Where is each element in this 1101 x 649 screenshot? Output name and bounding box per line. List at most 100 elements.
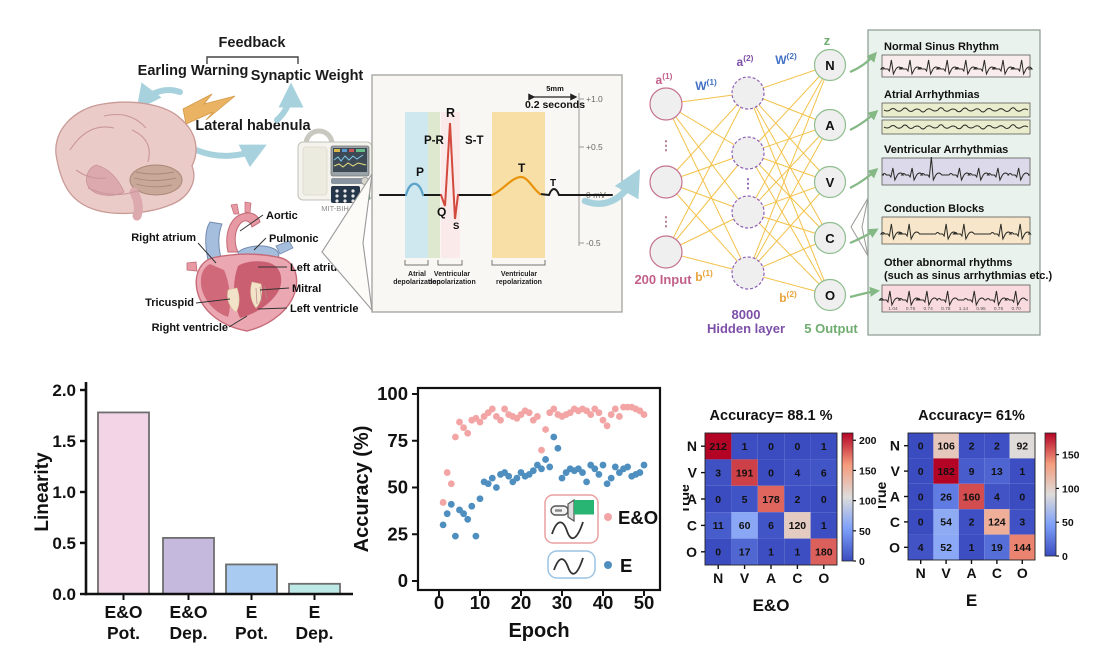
arrow-A-to-atrial — [849, 110, 879, 131]
nn-edge — [747, 64, 831, 274]
flashlight-beam — [574, 500, 594, 515]
scatter-point-E — [558, 474, 566, 482]
arrow-C-to-conduction — [849, 228, 879, 245]
heatmap-cell-value: 4 — [918, 542, 924, 554]
scatter-point-E&O — [550, 405, 558, 413]
ecg-label-s: S — [453, 221, 459, 232]
nn-edge — [747, 124, 831, 274]
heatmap-cell — [810, 538, 837, 565]
heatmap-cell-value: 17 — [739, 547, 751, 559]
hidden-layer-label: Hidden layer — [707, 321, 785, 336]
heatmap-cell-value: 9 — [969, 466, 975, 478]
class-title-normal: Normal Sinus Rhythm — [884, 41, 999, 53]
heatmap-cell — [757, 459, 785, 486]
feedback-arrow-left — [136, 82, 183, 111]
heatmap-cell — [1009, 458, 1035, 484]
heatmap-cell-value: 19 — [991, 542, 1003, 554]
nn-edge — [747, 152, 831, 239]
heatmap-cell-value: 0 — [768, 467, 774, 479]
nn-edge — [665, 103, 749, 213]
scatter-point-E — [636, 469, 644, 476]
heatmap-cell-value: 4 — [794, 467, 800, 479]
scatter-xtick-label: 30 — [552, 592, 573, 613]
heatmap-cell — [757, 433, 785, 460]
rr-interval-value: 0.74 — [924, 306, 934, 312]
bar-0 — [97, 411, 150, 595]
wave-icon-eo — [551, 521, 584, 540]
heatmap-cell-value: 11 — [713, 520, 724, 532]
heatmap-cell-value: 1 — [821, 441, 827, 453]
scatter-point-E — [640, 461, 648, 469]
scatter-point-E&O — [587, 411, 595, 418]
nn-edge — [747, 181, 831, 274]
heatmap-cell-value: 54 — [940, 517, 952, 529]
scatter-point-E&O — [447, 480, 455, 488]
confusion-matrix-e: Accuracy= 61% 0 106 2 2 92 0 182 9 13 1 0 26 160 4 0 0 54… — [873, 373, 1088, 643]
heatmap-xlabel: E — [966, 591, 977, 610]
heatmap-cell-value: 4 — [994, 491, 1000, 503]
heatmap-col-label: N — [916, 565, 926, 581]
heatmap-cell — [1009, 509, 1035, 535]
rr-interval-numbers: 1.04 0.76 0.74 0.78 1.14 0.95 0.76 0.70 — [888, 306, 1021, 312]
ecg-strip-trace — [883, 124, 1029, 130]
label-W2: W(2) — [775, 51, 797, 67]
scatter-point-E&O — [460, 424, 467, 432]
ecg-strip-trace — [878, 290, 1028, 307]
early-warning-label: Earling Warning — [138, 63, 249, 79]
heatmap-cell — [705, 538, 732, 565]
heatmap-cell — [1009, 433, 1035, 459]
colorbar-tick-label: 100 — [859, 496, 877, 508]
nn-edge — [665, 181, 749, 274]
heatmap-col-label: N — [713, 570, 723, 586]
device-handle — [303, 128, 335, 145]
heatmap-title: Accuracy= 61% — [918, 408, 1025, 424]
ecg-label-t: T — [518, 161, 526, 175]
output-node-C: C — [825, 231, 835, 246]
strip-ventricular — [881, 157, 1031, 186]
legend-label-eo: E&O — [618, 507, 658, 528]
heatmap-col-label: C — [992, 565, 1002, 581]
ecg-panel: +1.0 +0.5 0 mV -0.5 5mm 0.2 seconds P R … — [321, 74, 623, 313]
heatmap-row-label: O — [889, 539, 900, 555]
colorbar-tick-label: 50 — [1062, 517, 1074, 529]
ecg-scale-time: 0.2 seconds — [525, 99, 585, 111]
scatter-point-E — [607, 474, 615, 482]
heatmap-cell — [984, 433, 1010, 459]
heatmap-cell-value: 0 — [918, 491, 924, 503]
nn-edge — [665, 92, 749, 183]
cm-left-svg: Accuracy= 88.1 %212 1 0 0 13 191 0 4 60 5 178 2 011 6… — [676, 408, 877, 615]
scatter-point-E&O — [501, 405, 508, 413]
heatmap-cell — [731, 459, 758, 486]
heatmap-cell — [757, 512, 785, 539]
ecg-t-wave — [490, 175, 542, 197]
scatter-point-E&O — [538, 446, 545, 454]
bar-1 — [162, 536, 215, 595]
heatmap-cell-value: 124 — [988, 517, 1006, 529]
scatter-xtick-label: 50 — [634, 592, 655, 613]
ecg-ytick-1: +1.0 — [586, 94, 603, 104]
scatter-ytick-label: 50 — [387, 477, 408, 498]
heatmap-cell-value: 106 — [937, 441, 955, 453]
nn-edge — [747, 211, 831, 296]
bar-category-line1: E — [246, 602, 258, 622]
heatmap-cell-value: 5 — [742, 494, 748, 506]
colorbar-tick-label: 150 — [859, 465, 877, 477]
heatmap-cell-value: 2 — [969, 441, 975, 453]
ecg-strip-trace — [881, 156, 1031, 182]
ecg-label-p: P — [416, 165, 424, 179]
class-title-other: Other abnormal rhythms — [884, 257, 1012, 269]
output-node-A: A — [825, 118, 835, 133]
ecg-scale-mm: 5mm — [546, 84, 564, 93]
scatter-point-E — [595, 471, 603, 478]
colorbar-tick-label: 0 — [859, 556, 865, 568]
scatter-ytick-label: 0 — [398, 570, 408, 591]
strip-conduction — [881, 216, 1031, 245]
scatter-point-E — [476, 495, 484, 503]
heatmap-col-label: V — [740, 570, 750, 586]
ecg-label-q: Q — [437, 205, 446, 219]
heatmap-cell — [784, 485, 811, 513]
heatmap-row-label: A — [687, 491, 697, 507]
heatmap-cell-value: 178 — [762, 494, 780, 506]
ecg-phase-vrep: Ventricular repolarization — [496, 271, 542, 286]
feedback-title: Feedback — [219, 35, 287, 51]
